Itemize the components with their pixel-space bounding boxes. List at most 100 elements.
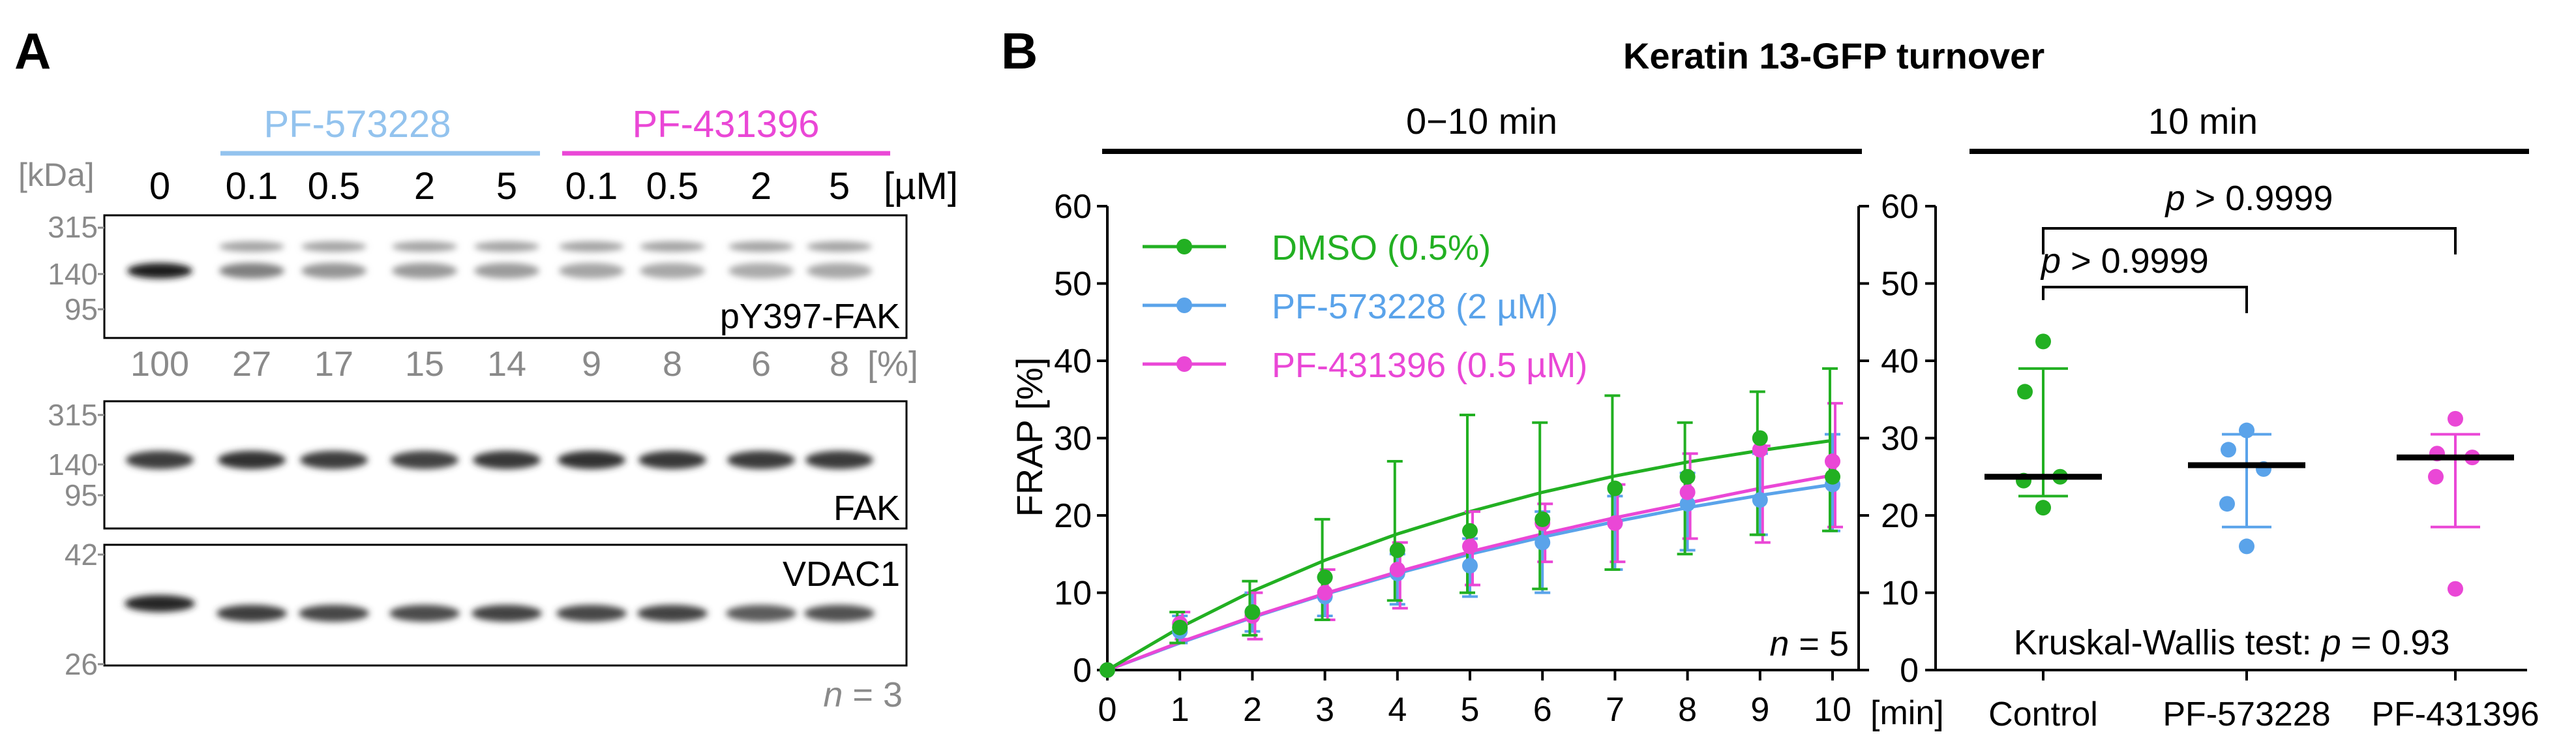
- dot-0-0: [2035, 333, 2051, 350]
- marker-95-a: 95: [65, 292, 98, 326]
- panel-a: A PF-573228 PF-431396 [kDa] 0 0.1 0.5 2 5 0.1…: [14, 22, 958, 714]
- dot-1-1: [2221, 442, 2236, 458]
- point-0-0: [1100, 662, 1115, 678]
- band-pY397-main-6: [640, 263, 705, 279]
- xtick-label-4: 4: [1388, 691, 1407, 729]
- point-0-9: [1752, 430, 1768, 446]
- band-pY397-main-1: [219, 263, 284, 279]
- concentration-7: 2: [751, 165, 771, 207]
- dot-0-1: [2017, 384, 2033, 400]
- xtick-label-8: 8: [1678, 691, 1697, 729]
- xtick-label-10: 10: [1814, 691, 1851, 729]
- concentration-4: 5: [496, 165, 517, 207]
- p-value-control-vs-pf431396: p > 0.9999: [2164, 179, 2333, 218]
- point-0-7: [1607, 480, 1623, 497]
- quant-value-5: 9: [582, 344, 601, 384]
- panel-b-title: Keratin 13-GFP turnover: [1623, 35, 2044, 76]
- point-1-9: [1752, 492, 1768, 508]
- marker-140-a: 140: [48, 257, 98, 291]
- x-axis-unit: [min]: [1870, 694, 1944, 732]
- panel-b-n-count: n = 5: [1769, 624, 1849, 664]
- point-0-2: [1244, 604, 1261, 620]
- concentration-row: 0 0.1 0.5 2 5 0.1 0.5 2 5: [149, 165, 850, 207]
- point-0-4: [1389, 542, 1405, 558]
- panel-a-n-count: n = 3: [823, 675, 903, 714]
- right-ytick-label-60: 60: [1881, 188, 1919, 226]
- quant-value-8: 8: [830, 344, 849, 384]
- quant-value-2: 17: [314, 344, 353, 384]
- band-FAK-5: [558, 451, 625, 469]
- band-pY397-main-3: [392, 263, 457, 279]
- band-FAK-4: [473, 451, 541, 469]
- band-pY397-upper-2: [301, 241, 367, 252]
- right-ytick-label-30: 30: [1881, 420, 1919, 458]
- band-VDAC1-3: [389, 605, 460, 622]
- legend-label-0: DMSO (0.5%): [1272, 228, 1491, 268]
- right-ytick-label-0: 0: [1900, 652, 1919, 690]
- point-1-6: [1535, 534, 1551, 551]
- left-ytick-label-40: 40: [1054, 343, 1092, 380]
- point-2-10: [1825, 453, 1840, 470]
- concentration-0: 0: [149, 165, 170, 207]
- group-label-pf573228: PF-573228: [264, 103, 451, 145]
- section-right-title: 10 min: [2148, 100, 2258, 142]
- band-pY397-upper-4: [474, 241, 539, 252]
- xtick-label-7: 7: [1606, 691, 1625, 729]
- right-ytick-label-40: 40: [1881, 343, 1919, 380]
- left-ytick-label-20: 20: [1054, 497, 1092, 535]
- point-0-10: [1825, 468, 1840, 485]
- band-FAK-3: [391, 451, 458, 469]
- point-2-7: [1607, 515, 1623, 531]
- concentration-8: 5: [829, 165, 850, 207]
- blot-FAK-label: FAK: [833, 489, 900, 528]
- right-ytick-label-10: 10: [1881, 575, 1919, 613]
- quant-value-6: 8: [663, 344, 682, 384]
- left-ytick-label-10: 10: [1054, 575, 1092, 613]
- xtick-label-6: 6: [1533, 691, 1552, 729]
- marker-42: 42: [65, 538, 98, 572]
- point-2-9: [1752, 442, 1768, 458]
- xtick-label-3: 3: [1315, 691, 1334, 729]
- point-0-8: [1679, 468, 1696, 485]
- band-VDAC1-0: [125, 595, 195, 612]
- dot-2-4: [2448, 581, 2463, 597]
- concentration-1: 0.1: [226, 165, 278, 207]
- point-0-3: [1317, 569, 1333, 585]
- marker-315-a: 315: [48, 210, 98, 244]
- left-ytick-label-0: 0: [1073, 652, 1092, 690]
- right-ytick-label-20: 20: [1881, 497, 1919, 535]
- band-FAK-0: [126, 451, 194, 469]
- dot-2-3: [2428, 468, 2444, 485]
- band-pY397-main-8: [807, 263, 872, 279]
- legend-marker-2: [1176, 356, 1192, 372]
- right-ytick-label-50: 50: [1881, 266, 1919, 303]
- legend-marker-0: [1176, 239, 1192, 254]
- group-label-pf431396: PF-431396: [633, 103, 820, 145]
- band-pY397-upper-1: [219, 241, 284, 252]
- band-FAK-8: [805, 451, 873, 469]
- band-VDAC1-8: [804, 605, 875, 622]
- legend-label-1: PF-573228 (2 µM): [1272, 287, 1558, 326]
- panel-b-label: B: [1001, 22, 1038, 80]
- band-VDAC1-5: [556, 605, 627, 622]
- point-2-4: [1389, 561, 1405, 577]
- band-pY397-upper-3: [392, 241, 457, 252]
- blot-pY397-FAK-label: pY397-FAK: [720, 297, 900, 336]
- xtick-label-1: 1: [1171, 691, 1190, 729]
- band-pY397-main-2: [301, 263, 367, 279]
- legend-marker-1: [1176, 298, 1192, 313]
- band-FAK-6: [638, 451, 706, 469]
- point-1-5: [1462, 558, 1478, 574]
- marker-315-b: 315: [48, 398, 98, 432]
- left-ytick-label-60: 60: [1054, 188, 1092, 226]
- left-ytick-label-30: 30: [1054, 420, 1092, 458]
- point-1-8: [1679, 496, 1696, 512]
- band-VDAC1-6: [637, 605, 708, 622]
- quant-value-0: 100: [130, 344, 189, 384]
- dot-1-4: [2239, 538, 2254, 555]
- band-VDAC1-7: [726, 605, 796, 622]
- point-2-5: [1462, 538, 1478, 555]
- concentration-unit: [µM]: [884, 165, 958, 207]
- quant-value-1: 27: [232, 344, 271, 384]
